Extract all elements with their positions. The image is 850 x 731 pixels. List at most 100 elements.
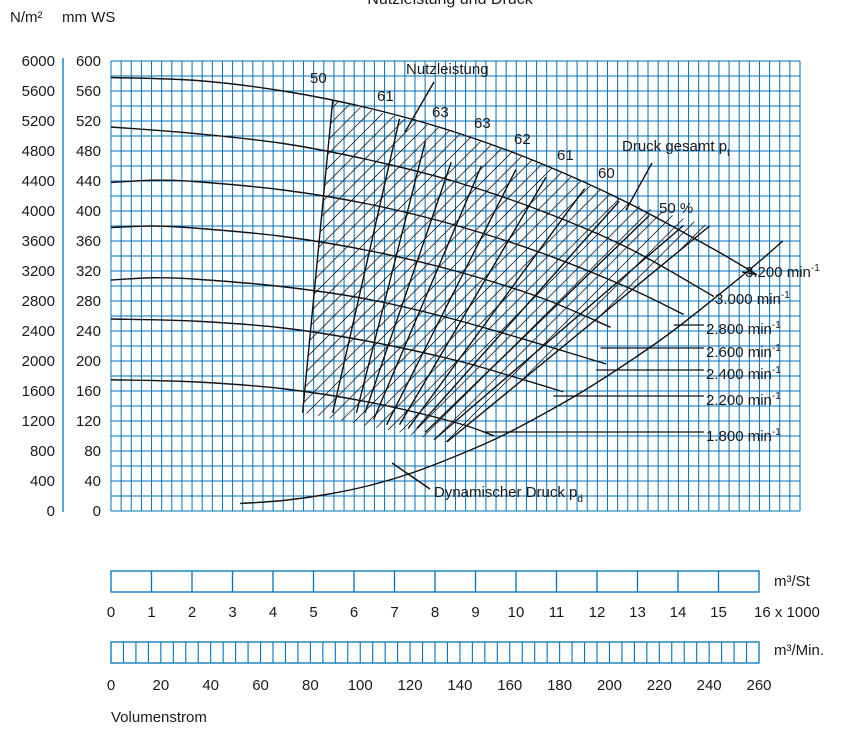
curve-layer (111, 76, 784, 505)
y-tick-left: 5200 (22, 113, 55, 130)
x-tick-min: 100 (348, 677, 373, 694)
speed-curve (111, 126, 715, 298)
efficiency-line (301, 99, 334, 413)
x-tick-st: 0 (107, 604, 115, 621)
y-tick-right: 80 (84, 443, 101, 460)
chart-title: Nutzleistung und Druck (367, 0, 533, 8)
efficiency-line-layer (301, 99, 711, 443)
speed-label: 2.200 min-1 (706, 391, 781, 409)
speed-label: 2.600 min-1 (706, 343, 781, 361)
efficiency-label: 61 (557, 147, 574, 164)
y-tick-left: 4400 (22, 173, 55, 190)
efficiency-line (416, 200, 620, 429)
hatch-line (0, 60, 128, 520)
speed-label: 3.200 min-1 (745, 263, 820, 281)
y-tick-left: 4800 (22, 143, 55, 160)
x-tick-min: 80 (302, 677, 319, 694)
y-right-unit: mm WS (62, 9, 115, 26)
efficiency-label: 60 (598, 165, 615, 182)
y-tick-left: 5600 (22, 83, 55, 100)
efficiency-line (364, 162, 452, 413)
hatch-line (0, 60, 16, 520)
leader-lines (391, 81, 758, 490)
dynamic-pressure-curve (240, 240, 784, 505)
hatch-line (830, 60, 850, 520)
x-min-unit: m³/Min. (774, 642, 824, 659)
y-tick-right: 160 (76, 383, 101, 400)
efficiency-label: 61 (377, 88, 394, 105)
curve-labels: 3.200 min-1 3.000 min-1 2.800 min-1 2.600 m… (706, 263, 820, 445)
y-tick-right: 320 (76, 263, 101, 280)
x-tick-min: 60 (252, 677, 269, 694)
x-tick-st: 9 (471, 604, 479, 621)
hatch-line (339, 100, 710, 442)
x-ticks-st: 0 1 2 3 4 5 6 7 8 9 10 11 12 13 14 15 16 x 1000 (107, 604, 820, 621)
dynamic-pressure-leader (391, 462, 431, 490)
y-tick-left: 3200 (22, 263, 55, 280)
x-ticks-min: 0 20 40 60 80 100 120 140 160 180 200 220 240 260 (107, 677, 772, 694)
y-left-unit: N/m² (10, 9, 43, 26)
y-tick-right: 360 (76, 233, 101, 250)
y-tick-right: 200 (76, 353, 101, 370)
x-tick-st: 16 x 1000 (754, 604, 820, 621)
hatch-line (302, 100, 465, 442)
speed-label: 2.800 min-1 (706, 320, 781, 338)
x-tick-st: 7 (390, 604, 398, 621)
x-tick-min: 260 (746, 677, 771, 694)
speed-curve (111, 318, 564, 393)
total-pressure-label: Druck gesamt pt (622, 138, 730, 159)
hatch-line (302, 100, 423, 442)
efficiency-line (332, 118, 401, 413)
speed-label: 3.000 min-1 (715, 290, 790, 308)
x-tick-st: 2 (188, 604, 196, 621)
y-tick-left: 6000 (22, 53, 55, 70)
hatch-line (302, 100, 409, 442)
y-tick-right: 560 (76, 83, 101, 100)
efficiency-label: 62 (514, 131, 531, 148)
y-tick-right: 240 (76, 323, 101, 340)
x-tick-min: 160 (497, 677, 522, 694)
y-tick-right: 280 (76, 293, 101, 310)
y-tick-left: 400 (30, 473, 55, 490)
speed-label: 2.400 min-1 (706, 365, 781, 383)
y-tick-left: 4000 (22, 203, 55, 220)
speed-curve (111, 179, 685, 316)
label-leader (741, 271, 758, 276)
speed-label: 1.800 min-1 (706, 427, 781, 445)
y-ticks-right: 6005605204804404003603202802402001601208… (76, 53, 101, 520)
hatch-line (381, 100, 710, 442)
efficiency-line (433, 224, 685, 441)
dynamic-pressure-label: Dynamischer Druck pd (434, 484, 583, 505)
hatch-line (353, 100, 710, 442)
hatch-line (844, 60, 850, 520)
flow-scale-m3-per-hour (110, 570, 760, 593)
y-tick-left: 2800 (22, 293, 55, 310)
x-tick-min: 0 (107, 677, 115, 694)
plot-grid (110, 60, 801, 512)
hatch-line (0, 60, 2, 520)
x-st-unit: m³/St (774, 573, 811, 590)
speed-curve (111, 277, 607, 365)
y-tick-left: 2000 (22, 353, 55, 370)
x-tick-st: 5 (309, 604, 317, 621)
efficiency-label: 63 (432, 104, 449, 121)
x-tick-st: 15 (710, 604, 727, 621)
x-tick-st: 11 (549, 604, 565, 621)
y-tick-left: 3600 (22, 233, 55, 250)
efficiency-label: 50 (310, 70, 327, 87)
total-pressure-leader (625, 162, 653, 211)
efficiency-line (446, 225, 711, 443)
hatch-line (302, 100, 437, 442)
hatch-line (367, 100, 710, 442)
x-tick-st: 13 (629, 604, 646, 621)
x-tick-min: 140 (447, 677, 472, 694)
efficiency-label: 63 (474, 115, 491, 132)
y-tick-right: 400 (76, 203, 101, 220)
y-tick-left: 0 (47, 503, 55, 520)
speed-curve (111, 225, 611, 328)
efficiency-line (398, 176, 547, 426)
hatch-line (302, 100, 479, 442)
efficiency-line (424, 214, 650, 433)
hatch-line (395, 100, 710, 442)
